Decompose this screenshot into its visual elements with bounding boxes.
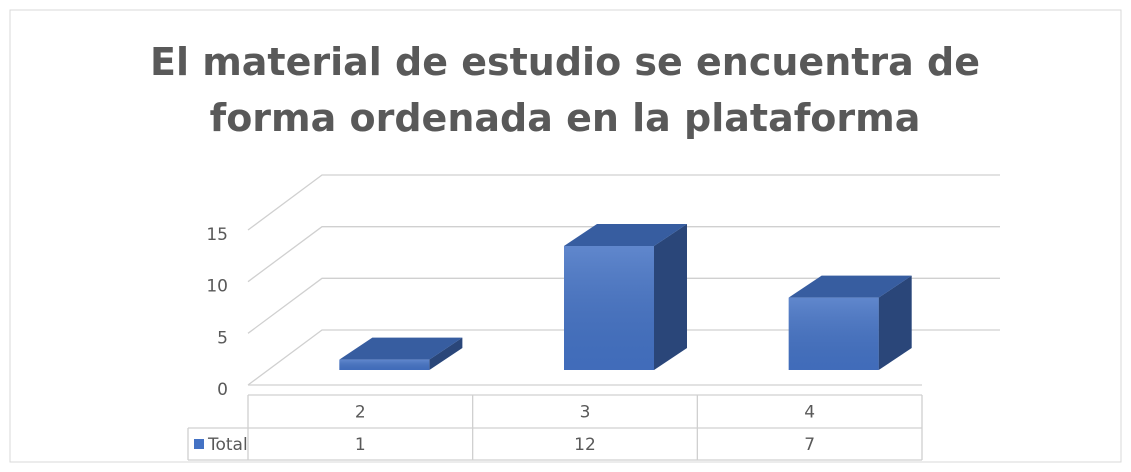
- bar-front-light: [339, 359, 430, 370]
- bar-top-shade: [339, 337, 463, 360]
- table-value: 1: [355, 435, 366, 455]
- grid-line: [247, 174, 1000, 231]
- bar-side-shade: [878, 275, 912, 370]
- x-tick-label: 2: [355, 403, 366, 423]
- bar-top: [564, 224, 687, 246]
- y-tick-label: 15: [206, 225, 228, 245]
- bar: [564, 224, 687, 370]
- bar-side: [429, 337, 463, 370]
- bar-side: [878, 275, 912, 370]
- bar-side-shade: [654, 224, 687, 370]
- grid-line: [247, 329, 1000, 386]
- bar-side: [654, 224, 687, 370]
- bar-front-light: [564, 246, 654, 370]
- grid-line: [247, 226, 1000, 283]
- bar-front-light: [788, 297, 879, 370]
- y-tick-label: 10: [206, 277, 228, 297]
- bar: [339, 337, 463, 370]
- bar-top: [339, 337, 463, 360]
- bar: [788, 275, 912, 370]
- chart-border: [9, 9, 1122, 463]
- legend-key: [194, 439, 204, 449]
- bar-top-shade: [564, 224, 687, 246]
- x-tick-label: 4: [804, 403, 815, 423]
- y-tick-label: 5: [217, 328, 228, 348]
- table-value: 7: [804, 435, 815, 455]
- grid-line: [247, 277, 1000, 334]
- y-tick-label: 0: [217, 380, 228, 400]
- bar-top-shade: [788, 275, 912, 298]
- x-tick-label: 3: [580, 403, 591, 423]
- bar-top: [788, 275, 912, 298]
- bar-side-shade: [429, 337, 463, 370]
- chart-title: El material de estudio se encuentra de f…: [149, 40, 981, 140]
- legend-label: Total: [207, 435, 248, 455]
- table-value: 12: [574, 435, 596, 455]
